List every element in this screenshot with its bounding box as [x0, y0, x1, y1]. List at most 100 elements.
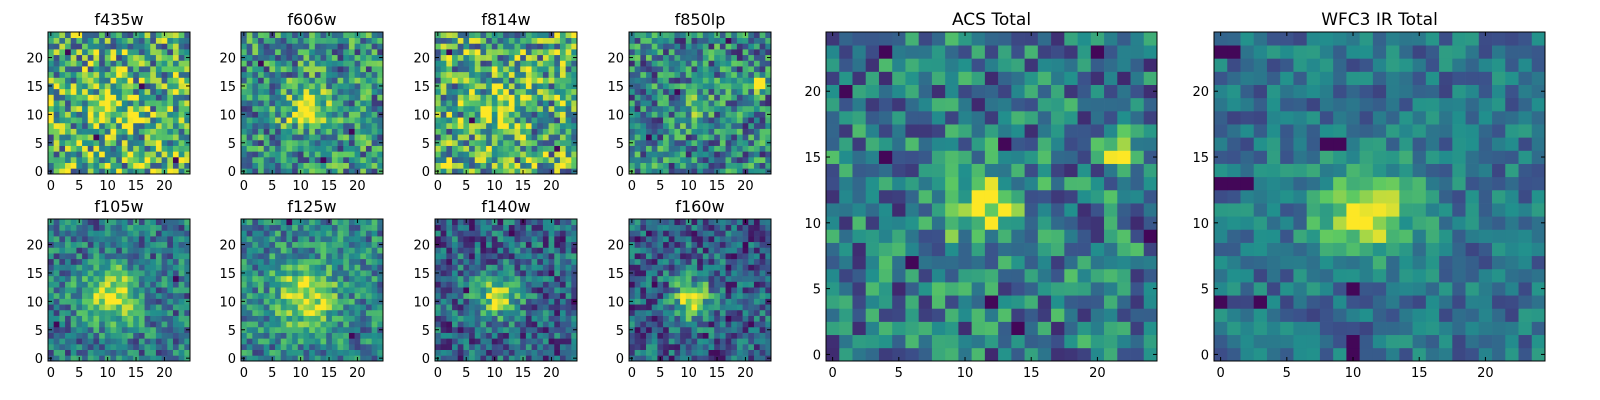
heatmap-cell: [303, 122, 310, 129]
heatmap-cell: [719, 71, 726, 78]
heatmap-cell: [525, 88, 532, 95]
heatmap-cell: [70, 94, 77, 101]
heatmap-cell: [252, 122, 259, 129]
heatmap-cell: [731, 349, 738, 356]
heatmap-cell: [463, 241, 470, 248]
heatmap-cell: [440, 162, 447, 169]
heatmap-cell: [508, 88, 515, 95]
heatmap-cell: [640, 54, 647, 61]
heatmap-cell: [167, 94, 174, 101]
heatmap-cell: [731, 332, 738, 339]
heatmap-cell: [725, 43, 732, 50]
heatmap-cell: [320, 151, 327, 158]
heatmap-cell: [167, 139, 174, 146]
heatmap-cell: [537, 60, 544, 67]
heatmap-cell: [486, 258, 493, 265]
heatmap-cell: [537, 264, 544, 271]
heatmap-cell: [275, 292, 282, 299]
heatmap-cell: [559, 287, 566, 294]
heatmap-cell: [480, 151, 487, 158]
heatmap-cell: [542, 162, 549, 169]
heatmap-cell: [121, 60, 128, 67]
heatmap-cell: [65, 156, 72, 163]
heatmap-cell: [167, 343, 174, 350]
heatmap-cell: [514, 60, 521, 67]
heatmap-cell: [748, 315, 755, 322]
heatmap-cell: [697, 66, 704, 73]
heatmap-cell: [520, 258, 527, 265]
heatmap-cell: [365, 219, 372, 226]
heatmap-cell: [371, 66, 378, 73]
heatmap-cell: [452, 111, 459, 118]
heatmap-cell: [554, 298, 561, 305]
heatmap-cell: [275, 83, 282, 90]
heatmap-cell: [765, 117, 772, 124]
heatmap-cell: [651, 43, 658, 50]
heatmap-cell: [144, 117, 151, 124]
heatmap-cell: [269, 326, 276, 333]
heatmap-cell: [121, 270, 128, 277]
heatmap-cell: [48, 275, 55, 282]
heatmap-cell: [110, 54, 117, 61]
heatmap-cell: [674, 83, 681, 90]
heatmap-cell: [491, 343, 498, 350]
heatmap-cell: [520, 349, 527, 356]
heatmap-cell: [525, 304, 532, 311]
heatmap-cell: [548, 230, 555, 237]
heatmap-cell: [286, 122, 293, 129]
heatmap-cell: [446, 298, 453, 305]
heatmap-cell: [537, 253, 544, 260]
heatmap-cell: [337, 230, 344, 237]
heatmap-cell: [480, 43, 487, 50]
heatmap-cell: [286, 83, 293, 90]
heatmap-cell: [167, 241, 174, 248]
y-tick-label: 0: [422, 352, 430, 367]
heatmap-cell: [161, 258, 168, 265]
heatmap-cell: [697, 83, 704, 90]
heatmap-cell: [269, 111, 276, 118]
heatmap-cell: [708, 60, 715, 67]
heatmap-cell: [486, 349, 493, 356]
heatmap-cell: [326, 264, 333, 271]
heatmap-cell: [559, 275, 566, 282]
heatmap-cell: [138, 281, 145, 288]
heatmap-cell: [525, 37, 532, 44]
heatmap-cell: [53, 349, 60, 356]
heatmap-cell: [59, 77, 66, 84]
heatmap-cell: [82, 304, 89, 311]
heatmap-cell: [252, 309, 259, 316]
heatmap-cell: [87, 37, 94, 44]
heatmap-cell: [371, 139, 378, 146]
heatmap-cell: [685, 37, 692, 44]
heatmap-cell: [303, 162, 310, 169]
heatmap-cell: [474, 281, 481, 288]
heatmap-cell: [559, 43, 566, 50]
heatmap-cell: [480, 253, 487, 260]
heatmap-cell: [161, 338, 168, 345]
heatmap-cell: [184, 32, 191, 39]
heatmap-cell: [87, 111, 94, 118]
heatmap-cell: [292, 224, 299, 231]
x-tick-label: 5: [75, 179, 83, 194]
heatmap-cell: [246, 66, 253, 73]
heatmap-cell: [542, 100, 549, 107]
x-tick-label: 5: [462, 366, 470, 381]
heatmap-cell: [48, 88, 55, 95]
heatmap-cell: [514, 275, 521, 282]
heatmap-cell: [354, 270, 361, 277]
heatmap-cell: [542, 128, 549, 135]
heatmap-cell: [70, 264, 77, 271]
heatmap-cell: [263, 343, 270, 350]
heatmap-cell: [269, 264, 276, 271]
heatmap-cell: [354, 145, 361, 152]
heatmap-cell: [531, 134, 538, 141]
heatmap-cell: [714, 66, 721, 73]
heatmap-cell: [82, 230, 89, 237]
heatmap-cell: [87, 66, 94, 73]
heatmap-cell: [292, 71, 299, 78]
heatmap-cell: [440, 156, 447, 163]
heatmap-cell: [651, 343, 658, 350]
heatmap-cell: [263, 83, 270, 90]
heatmap-cell: [646, 270, 653, 277]
